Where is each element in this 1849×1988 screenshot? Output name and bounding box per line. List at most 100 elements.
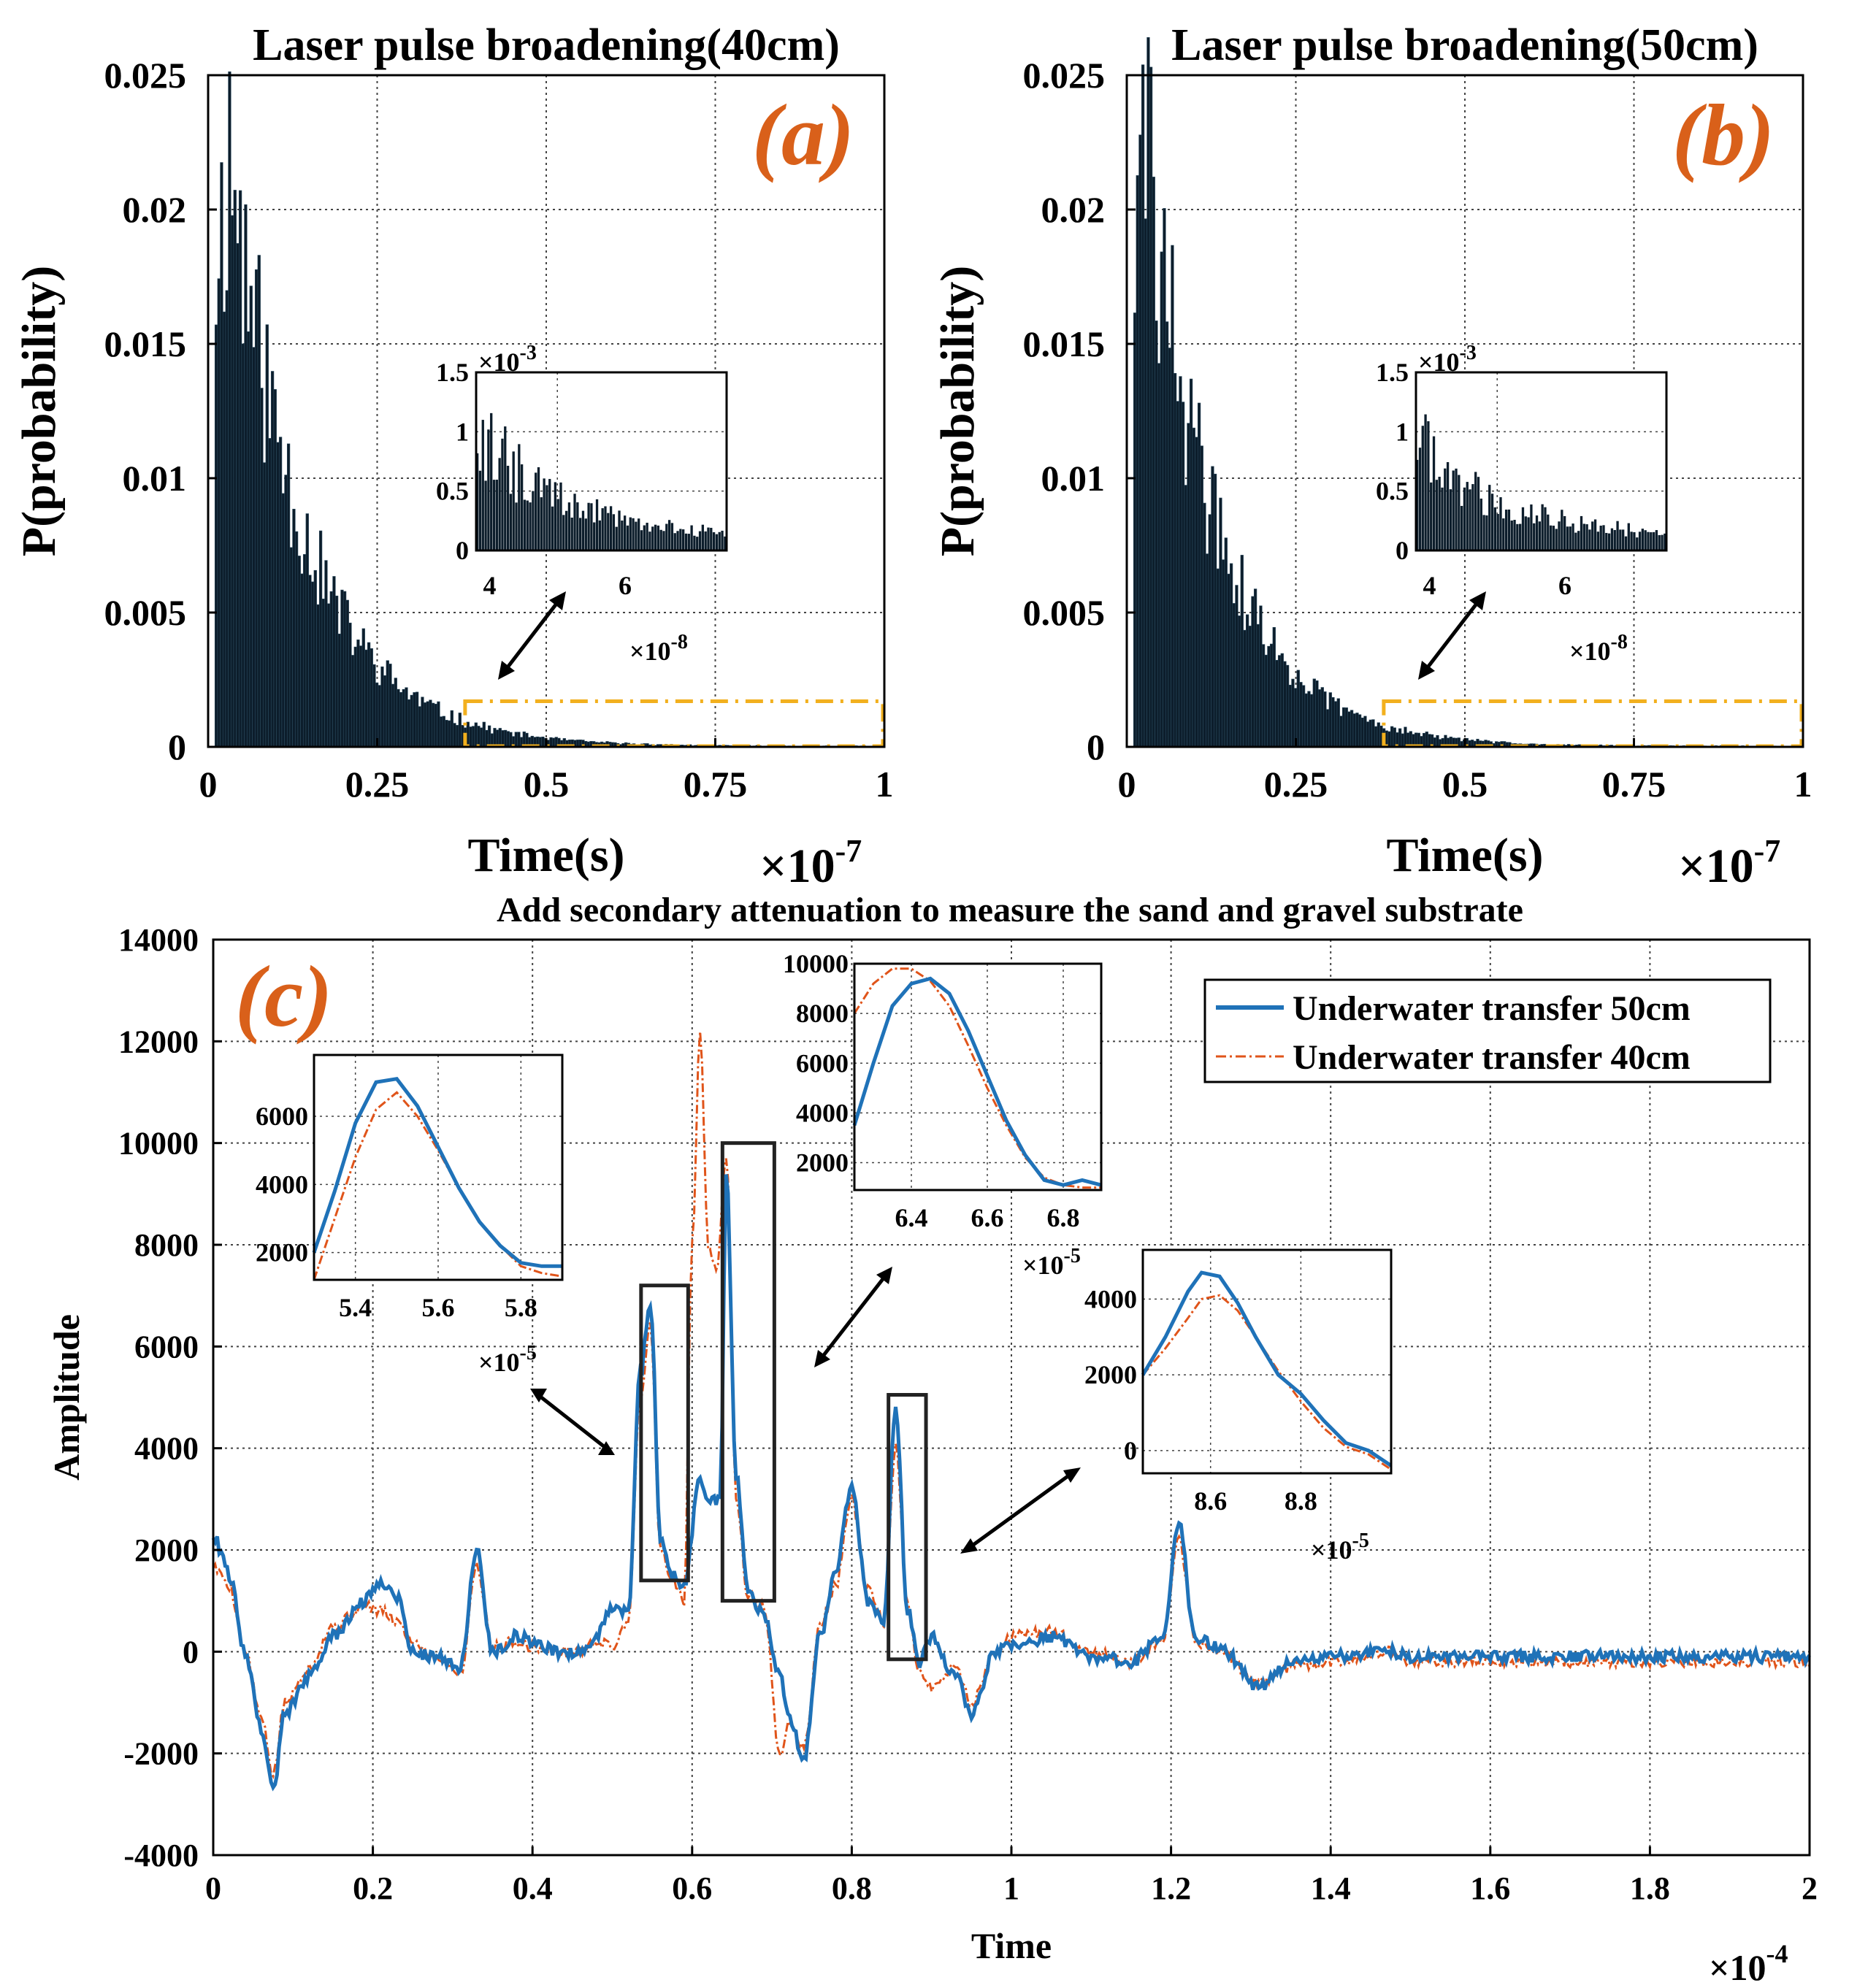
x-tick-label: 0.8 bbox=[832, 1870, 872, 1906]
histogram-bar bbox=[1325, 709, 1330, 748]
inset-bar bbox=[593, 522, 596, 550]
inset-bar bbox=[559, 482, 562, 550]
inset-x-tick-label: 6 bbox=[1558, 571, 1572, 600]
histogram-bar bbox=[1179, 376, 1182, 748]
inset-bar bbox=[1538, 521, 1541, 550]
inset-bar bbox=[548, 479, 551, 550]
histogram-bar bbox=[308, 575, 312, 748]
inset-x-tick-label: 4 bbox=[1423, 571, 1436, 600]
y-tick-label: 12000 bbox=[118, 1024, 199, 1059]
inset-bar bbox=[576, 502, 579, 550]
inset-y-tick-label: 10000 bbox=[783, 949, 849, 978]
histogram-bar bbox=[466, 721, 470, 748]
histogram-bar bbox=[305, 513, 309, 748]
histogram-bar bbox=[541, 737, 545, 748]
histogram-bar bbox=[455, 725, 459, 748]
histogram-bar bbox=[1433, 737, 1436, 748]
histogram-bar bbox=[551, 737, 556, 748]
inset-bar bbox=[698, 531, 702, 550]
histogram-bar bbox=[241, 343, 245, 748]
histogram-bar bbox=[517, 732, 521, 748]
inset-bar bbox=[1493, 507, 1497, 550]
arrow-a bbox=[498, 591, 566, 680]
histogram-bar bbox=[1277, 655, 1282, 748]
histogram-bar bbox=[310, 581, 315, 748]
inset-bg bbox=[854, 964, 1101, 1190]
inset-bar bbox=[710, 527, 713, 550]
inset-line-50cm bbox=[1141, 1270, 1393, 1467]
histogram-bar bbox=[361, 628, 365, 748]
inset-x-scale: ×10-8 bbox=[629, 631, 688, 666]
inset-y-tick-label: 0 bbox=[1124, 1436, 1137, 1465]
inset-bar bbox=[1582, 523, 1585, 550]
inset-bar bbox=[1638, 531, 1642, 550]
histogram-bar bbox=[437, 701, 440, 748]
histogram-bar bbox=[1221, 559, 1225, 748]
inset-bar bbox=[515, 502, 518, 550]
inset-bar bbox=[623, 515, 627, 550]
histogram-bar bbox=[353, 646, 357, 748]
histogram-bar bbox=[1339, 715, 1343, 748]
inset-x-scale: ×10-8 bbox=[1569, 631, 1628, 666]
inset-bar bbox=[1430, 482, 1433, 550]
inset-bar bbox=[476, 453, 479, 550]
inset-bar bbox=[1561, 510, 1563, 550]
histogram-bar bbox=[316, 604, 320, 748]
inset-frame bbox=[1141, 1248, 1393, 1475]
series-line-50cm bbox=[211, 1174, 1811, 1792]
xscale-a: ×10-7 bbox=[759, 833, 862, 893]
inset-bar bbox=[679, 529, 682, 550]
inset-x-tick-label: 5.6 bbox=[422, 1293, 455, 1322]
inset-bar bbox=[529, 502, 532, 550]
histogram-bar bbox=[415, 691, 419, 748]
histogram-bar bbox=[1360, 717, 1364, 748]
inset-bar bbox=[1616, 521, 1619, 550]
histogram-bar bbox=[1133, 312, 1137, 748]
inset-bar bbox=[1441, 487, 1444, 550]
inset-bar bbox=[537, 467, 540, 550]
histogram-bar bbox=[318, 530, 323, 748]
y-tick-label: 0.005 bbox=[104, 592, 187, 633]
y-tick-label: 0.015 bbox=[1023, 323, 1106, 364]
inset-bar bbox=[1599, 526, 1602, 550]
histogram-bar bbox=[313, 569, 317, 748]
x-tick-label: 1.4 bbox=[1311, 1870, 1351, 1906]
histogram-bar bbox=[378, 685, 381, 748]
histogram-bar bbox=[1144, 218, 1147, 748]
histogram-bar bbox=[1253, 588, 1257, 748]
xlabel-a: Time(s) bbox=[467, 829, 624, 882]
inset-bar bbox=[562, 515, 565, 550]
inset-bar bbox=[1446, 461, 1450, 550]
inset-bar bbox=[504, 426, 507, 550]
inset-bar bbox=[1596, 531, 1600, 550]
inset-bar bbox=[1479, 498, 1482, 550]
x-tick-label: 1 bbox=[876, 764, 894, 805]
histogram-bar bbox=[217, 278, 221, 748]
inset-bar bbox=[1521, 507, 1525, 550]
inset-bar bbox=[526, 500, 529, 550]
histogram-bar bbox=[1309, 694, 1314, 748]
y-tick-label: 2000 bbox=[134, 1532, 199, 1568]
inset-x-tick-label: 8.8 bbox=[1285, 1486, 1317, 1516]
inset-bar bbox=[1482, 515, 1485, 550]
inset-a: 4 6 0 0.5 1 1.5 ×10-3 ×10-8 bbox=[436, 342, 728, 666]
histogram-bar bbox=[244, 204, 248, 748]
zoom-boxes-c bbox=[639, 1141, 928, 1662]
inset-c-2: 6.4 6.6 6.8 2000 4000 6000 8000 10000 ×10-5 bbox=[783, 949, 1103, 1280]
inset-bar bbox=[532, 491, 535, 550]
histogram-bar bbox=[450, 710, 453, 748]
histogram-bar bbox=[1272, 626, 1276, 748]
y-tick-label: 0.025 bbox=[1023, 55, 1106, 96]
histogram-bar bbox=[324, 560, 328, 748]
inset-bar bbox=[1432, 436, 1436, 550]
inset-bar bbox=[587, 502, 590, 550]
inset-bar bbox=[1644, 530, 1647, 550]
inset-bar bbox=[478, 470, 482, 550]
inset-bar bbox=[1574, 532, 1577, 550]
inset-bar bbox=[1547, 514, 1550, 550]
inset-bar bbox=[595, 499, 599, 550]
histogram-bar bbox=[278, 437, 283, 748]
inset-bar bbox=[1622, 529, 1625, 550]
histogram-bar bbox=[477, 726, 481, 748]
histogram-bar bbox=[1425, 732, 1428, 748]
